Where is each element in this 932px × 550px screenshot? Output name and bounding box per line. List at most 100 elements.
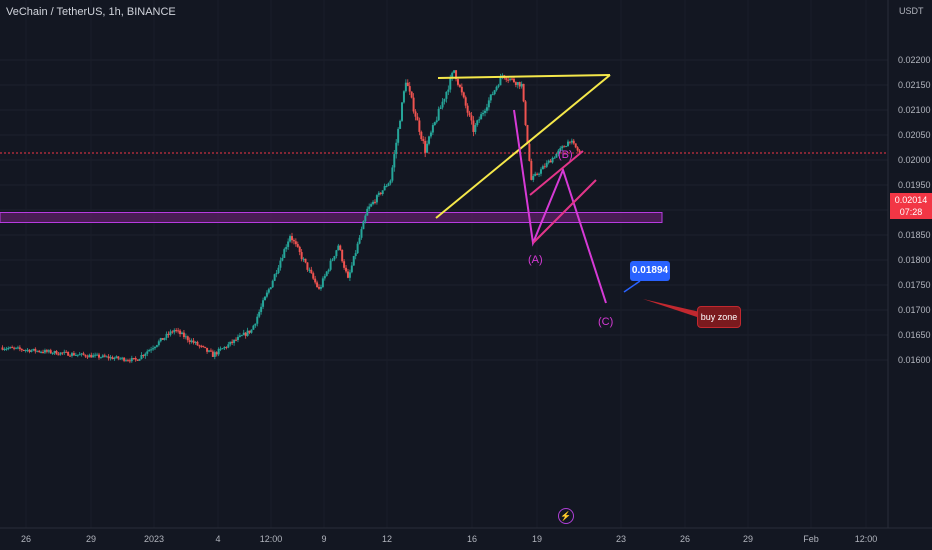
candle-body xyxy=(61,352,64,354)
bar-countdown: 07:28 xyxy=(899,207,923,217)
candle-body xyxy=(117,356,120,359)
candle-body xyxy=(304,258,307,263)
channel-upper-line xyxy=(529,150,584,196)
candle-body xyxy=(435,120,438,123)
candle-body xyxy=(121,357,124,359)
candle-body xyxy=(345,267,348,272)
candle-body xyxy=(296,244,299,247)
candle-body xyxy=(258,311,261,317)
candle-body xyxy=(395,142,398,155)
candle-body xyxy=(404,82,407,92)
candle-body xyxy=(331,259,334,261)
candle-body xyxy=(418,120,421,132)
candle-body xyxy=(125,360,128,362)
candle-body xyxy=(348,272,351,278)
candle-body xyxy=(466,105,469,113)
candle-body xyxy=(389,180,392,184)
candle-body xyxy=(472,120,475,132)
candle-body xyxy=(426,143,429,153)
x-tick-label: 29 xyxy=(86,534,96,544)
candle-body xyxy=(559,148,562,151)
candle-body xyxy=(49,350,52,354)
candle-body xyxy=(570,140,573,143)
price-axis[interactable]: 0.02200 0.02150 0.02100 0.02050 0.02000 0.019… xyxy=(887,0,931,528)
candle-body xyxy=(441,101,444,108)
candle-body xyxy=(532,175,535,180)
candle-body xyxy=(553,157,556,159)
candle-body xyxy=(59,352,62,355)
candle-body xyxy=(480,114,483,120)
candle-body xyxy=(57,354,60,356)
time-axis[interactable]: 26 29 2023 4 12:00 9 12 16 19 23 26 29 Feb 12:00 xyxy=(0,527,932,544)
candle-body xyxy=(314,278,317,283)
candle-body xyxy=(109,357,112,359)
candle-body xyxy=(460,86,463,93)
candle-body xyxy=(491,94,494,96)
candle-body xyxy=(65,351,68,353)
candle-body xyxy=(408,86,411,92)
candle-body xyxy=(76,354,79,356)
candle-body xyxy=(47,350,50,352)
candle-body xyxy=(227,344,230,348)
buy-zone-note[interactable]: buy zone xyxy=(697,306,741,328)
y-tick-label: 0.02000 xyxy=(898,155,931,165)
candle-body xyxy=(541,166,544,170)
candle-body xyxy=(401,102,404,121)
candle-body xyxy=(240,335,243,337)
candle-body xyxy=(211,351,214,357)
candle-body xyxy=(416,116,419,121)
x-tick-label: Feb xyxy=(803,534,819,544)
candle-body xyxy=(215,352,218,355)
candle-body xyxy=(377,192,380,196)
candle-body xyxy=(22,349,25,351)
candle-body xyxy=(208,350,211,352)
candle-body xyxy=(572,140,575,144)
candle-body xyxy=(545,162,548,167)
candle-body xyxy=(221,348,224,350)
candle-body xyxy=(528,143,531,161)
candle-body xyxy=(250,329,253,333)
price-callout[interactable]: 0.01894 xyxy=(630,261,670,281)
candle-body xyxy=(161,338,164,340)
candle-body xyxy=(246,330,249,336)
candle-body xyxy=(445,91,448,99)
candle-body xyxy=(146,351,149,354)
candle-body xyxy=(379,192,382,195)
candle-body xyxy=(123,357,126,361)
candle-body xyxy=(238,335,241,337)
wave-label-a: (A) xyxy=(528,254,543,266)
candle-body xyxy=(456,79,459,85)
candle-body xyxy=(539,169,542,174)
candle-body xyxy=(356,243,359,254)
candle-body xyxy=(470,115,473,121)
candle-body xyxy=(429,132,432,137)
candle-body xyxy=(213,352,216,357)
candle-body xyxy=(350,265,353,273)
candle-body xyxy=(188,340,191,342)
candle-body xyxy=(474,125,477,132)
y-tick-label: 0.01700 xyxy=(898,305,931,315)
lightning-icon[interactable]: ⚡ xyxy=(558,508,574,524)
candle-body xyxy=(287,241,290,247)
candle-body xyxy=(509,78,512,80)
candle-body xyxy=(530,160,533,180)
candle-body xyxy=(451,72,454,78)
candle-body xyxy=(45,350,48,352)
candle-body xyxy=(72,353,75,356)
candle-body xyxy=(551,157,554,163)
candlestick-series[interactable] xyxy=(1,69,581,364)
candle-body xyxy=(422,139,425,141)
candle-body xyxy=(549,160,552,163)
candle-body xyxy=(229,341,232,345)
candle-body xyxy=(155,345,158,347)
chart-drawings[interactable] xyxy=(435,74,700,318)
candle-body xyxy=(341,249,344,262)
candle-body xyxy=(352,256,355,266)
candle-body xyxy=(223,346,226,349)
candle-body xyxy=(198,345,201,347)
candle-body xyxy=(262,300,265,307)
candle-body xyxy=(302,258,305,260)
candle-body xyxy=(499,76,502,86)
candle-body xyxy=(578,150,581,153)
